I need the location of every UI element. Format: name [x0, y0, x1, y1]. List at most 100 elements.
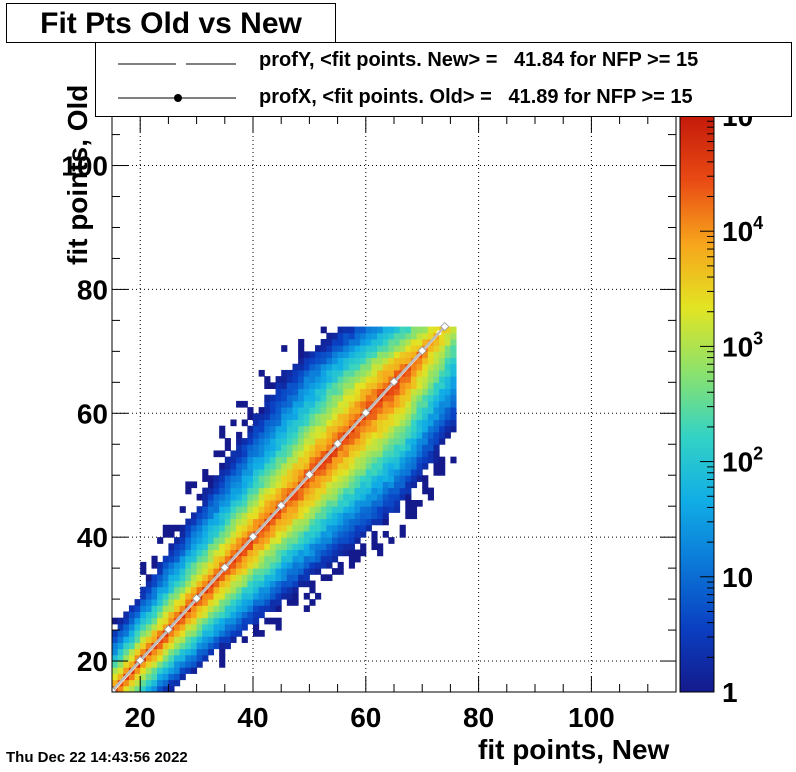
heatmap-cell — [179, 599, 186, 606]
heatmap-cell — [185, 630, 192, 637]
heatmap-cell — [315, 481, 322, 489]
heatmap-cell — [258, 419, 265, 427]
heatmap-cell — [286, 388, 293, 396]
heatmap-cell — [320, 475, 327, 482]
heatmap-cell — [315, 407, 322, 414]
heatmap-cell — [174, 661, 181, 668]
heatmap-cell — [337, 338, 344, 346]
heatmap-cell — [269, 555, 277, 563]
heatmap-cell — [230, 580, 237, 588]
heatmap-cell — [269, 530, 277, 538]
heatmap-cell — [365, 518, 372, 526]
heatmap-cell — [202, 469, 209, 476]
heatmap-cell — [337, 512, 344, 520]
heatmap-cell — [207, 642, 215, 650]
heatmap-cell — [190, 648, 198, 656]
heatmap-cell — [190, 617, 198, 625]
heatmap-cell — [394, 326, 401, 334]
heatmap-cell — [388, 431, 395, 439]
heatmap-cell — [331, 425, 339, 433]
heatmap-cell — [151, 605, 158, 612]
heatmap-cell — [151, 599, 158, 606]
heatmap-cell — [309, 475, 316, 482]
heatmap-cell — [427, 400, 434, 408]
heatmap-cell — [219, 500, 226, 507]
heatmap-cell — [309, 481, 316, 489]
heatmap-cell — [292, 382, 299, 390]
heatmap-cell — [275, 462, 282, 470]
heatmap-cell — [450, 413, 457, 420]
heatmap-cell — [422, 425, 429, 433]
heatmap-cell — [213, 537, 220, 544]
heatmap-cell — [151, 623, 158, 631]
heatmap-cell — [399, 481, 406, 489]
heatmap-cell — [236, 561, 243, 569]
heatmap-cell — [292, 369, 299, 377]
heatmap-cell — [190, 561, 198, 569]
heatmap-cell — [309, 369, 316, 377]
heatmap-cell — [320, 388, 327, 396]
heatmap-cell — [219, 661, 226, 668]
heatmap-cell — [326, 555, 333, 563]
heatmap-cell — [258, 456, 265, 464]
heatmap-cell — [202, 555, 209, 563]
profile-point-profX — [417, 346, 427, 356]
heatmap-cell — [331, 537, 339, 544]
heatmap-cell — [354, 456, 361, 464]
heatmap-cell — [241, 530, 248, 538]
heatmap-cell — [123, 642, 130, 650]
heatmap-cell — [309, 530, 316, 538]
heatmap-cell — [444, 338, 451, 346]
heatmap-cell — [253, 438, 260, 445]
heatmap-cell — [112, 642, 119, 650]
heatmap-cell — [405, 462, 412, 470]
heatmap-cell — [258, 413, 265, 420]
heatmap-cell — [196, 530, 203, 538]
heatmap-cell — [185, 599, 192, 606]
heatmap-cell — [410, 345, 418, 352]
heatmap-cell — [410, 394, 418, 402]
heatmap-cell — [275, 500, 282, 507]
heatmap-cell — [174, 599, 181, 606]
heatmap-cell — [190, 543, 198, 551]
heatmap-cell — [286, 574, 293, 582]
heatmap-cell — [140, 673, 147, 681]
heatmap-cell — [450, 357, 457, 365]
heatmap-cell — [410, 351, 418, 359]
heatmap-cell — [298, 462, 305, 470]
heatmap-cell — [320, 450, 327, 458]
heatmap-cell — [224, 481, 231, 489]
heatmap-cell — [405, 332, 412, 340]
heatmap-cell — [331, 357, 339, 365]
heatmap-cell — [343, 332, 350, 340]
heatmap-cell — [185, 574, 192, 582]
heatmap-cell — [303, 431, 310, 439]
heatmap-cell — [128, 648, 136, 656]
heatmap-cell — [377, 345, 384, 352]
heatmap-cell — [224, 456, 231, 464]
heatmap-cell — [388, 444, 395, 451]
heatmap-cell — [444, 332, 451, 340]
heatmap-cell — [258, 586, 265, 594]
heatmap-cell — [281, 530, 288, 538]
heatmap-cell — [315, 592, 322, 600]
heatmap-cell — [174, 611, 181, 619]
heatmap-cell — [382, 462, 389, 470]
heatmap-cell — [196, 537, 203, 544]
heatmap-cell — [236, 475, 243, 482]
heatmap-cell — [303, 444, 310, 451]
heatmap-cell — [292, 549, 299, 557]
heatmap-cell — [236, 623, 243, 631]
heatmap-cell — [320, 382, 327, 390]
heatmap-cell — [320, 431, 327, 439]
heatmap-cell — [399, 487, 406, 495]
heatmap-cell — [394, 351, 401, 359]
heatmap-cell — [354, 338, 361, 346]
heatmap-cell — [174, 555, 181, 563]
heatmap-cell — [388, 369, 395, 377]
heatmap-cell — [427, 493, 434, 501]
heatmap-cell — [264, 574, 271, 582]
heatmap-cell — [286, 407, 293, 414]
heatmap-cell — [219, 537, 226, 544]
heatmap-cell — [427, 351, 434, 359]
